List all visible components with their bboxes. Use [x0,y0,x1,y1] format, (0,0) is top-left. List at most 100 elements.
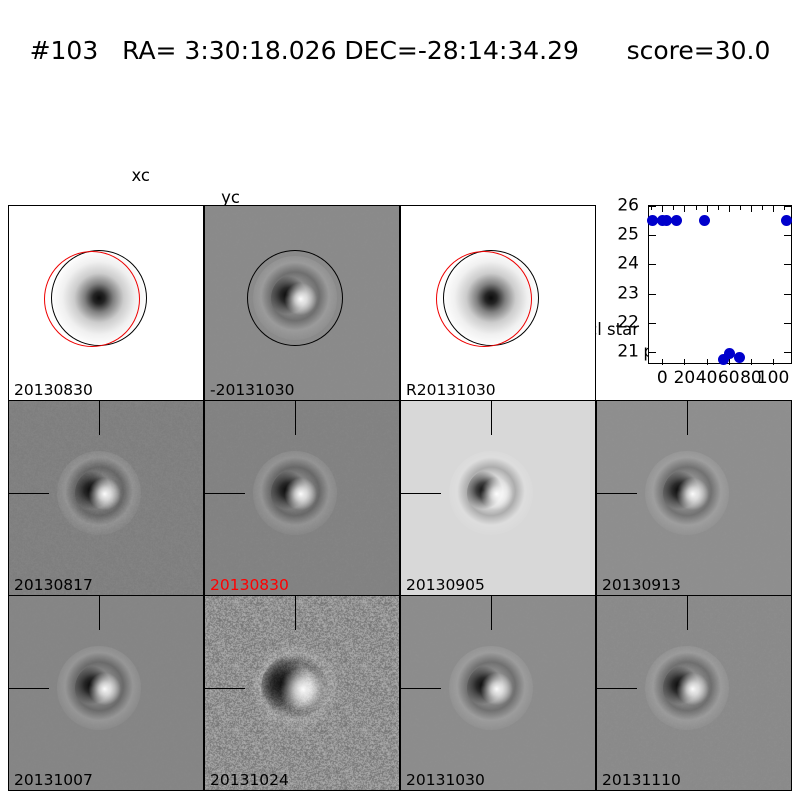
stamp-cell-20130830[interactable]: 20130830 [204,400,400,596]
x-axis-tick-top [684,206,686,212]
stamp-date-label: 20131110 [602,771,681,789]
x-axis-tick-top [662,206,664,212]
stamp-date-label: 20130830 [14,381,93,399]
y-axis-label: 25 [617,224,639,245]
stamp-grid: 20130830 -20131030 R20131030 20130817 201308… [8,197,792,792]
crosshair-vertical-tick [491,401,493,435]
ref-position-circle [436,251,533,348]
stamp-image [597,596,791,790]
ref-position-circle [44,251,141,348]
x-axis-minor-tick [673,206,675,210]
y-axis-label: 23 [617,283,639,304]
stamp-cell-20130905[interactable]: 20130905 [400,400,596,596]
x-axis-tick [728,359,730,365]
x-axis-label: 40 [695,368,718,388]
stamp-image [205,596,399,790]
stamp-cell-20131030[interactable]: 20131030 [400,595,596,791]
stamp-image [205,206,399,400]
col-header-yc: yc [221,188,240,207]
y-axis-label: 24 [617,253,639,274]
y-axis-tick [649,235,656,237]
psf-dipole [663,664,712,713]
x-axis-minor-tick [761,206,763,210]
psf-dipole [75,469,124,518]
stamp-cell-20130830[interactable]: 20130830 [8,205,204,401]
stamp-date-label: R20131030 [406,381,496,399]
x-axis-tick [706,359,708,365]
stamp-date-label: -20131030 [210,381,295,399]
x-axis-tick-top [706,206,708,212]
data-point [698,215,710,227]
data-point [671,215,683,227]
stamp-cell-20131030[interactable]: -20131030 [204,205,400,401]
x-axis-tick [684,359,686,365]
stamp-image [9,596,203,790]
stamp-date-label: 20130905 [406,576,485,594]
stamp-cell-20131024[interactable]: 20131024 [204,595,400,791]
crosshair-vertical-tick [99,401,101,435]
crosshair-horizontal-tick [597,493,637,495]
y-axis-tick-right [784,293,791,295]
stamp-date-label: 20130830 [210,576,289,594]
y-axis-tick [649,206,656,207]
y-axis-label: 22 [617,312,639,333]
x-axis-label: 80 [740,368,762,388]
crosshair-vertical-tick [295,596,297,630]
x-axis-label: 0 [656,368,668,388]
data-point [724,347,736,359]
stamp-date-label: 20131030 [406,771,485,789]
x-axis-tick-top [728,206,730,212]
data-point [780,215,792,227]
psf-dipole [261,654,330,723]
y-axis-label: 21 [617,341,639,362]
stamp-cell-20130817[interactable]: 20130817 [8,400,204,596]
crosshair-horizontal-tick [205,493,245,495]
y-axis-tick-right [784,235,791,237]
x-axis-tick [773,359,775,365]
x-axis-label: 60 [717,368,740,388]
lightcurve-plot[interactable]: 21 22 23 24 25 26 0 20 40 60 80 100 [617,197,792,387]
y-axis-tick [649,351,656,353]
stamp-date-label: 20131024 [210,771,289,789]
data-point [646,215,658,227]
x-axis-label: 20 [673,368,696,388]
col-header-xc: xc [131,166,150,185]
stamp-cell-20130913[interactable]: 20130913 [596,400,792,596]
psf-dipole [467,664,516,713]
x-axis-minor-tick [739,206,741,210]
x-axis-tick [750,359,752,365]
stamp-date-label: 20130817 [14,576,93,594]
stamp-image [9,206,203,400]
stamp-image [401,596,595,790]
stamp-image [9,401,203,595]
crosshair-horizontal-tick [9,688,49,690]
table-header-row: xc yc fwhm fluxrad isoarea mag auto aper… [0,143,800,361]
crosshair-horizontal-tick [9,493,49,495]
x-axis-label: 100 [756,368,790,388]
psf-dipole [75,664,124,713]
crosshair-vertical-tick [491,596,493,630]
crosshair-vertical-tick [295,401,297,435]
stamp-cell-20131110[interactable]: 20131110 [596,595,792,791]
x-axis-minor-tick [717,206,719,210]
y-axis-tick-right [784,322,791,324]
page-title: #103 RA= 3:30:18.026 DEC=-28:14:34.29 sc… [29,36,771,65]
stamp-date-label: 20131007 [14,771,93,789]
x-axis-tick-top [750,206,752,212]
crosshair-horizontal-tick [401,493,441,495]
y-axis-tick [649,293,656,295]
x-axis-minor-tick [784,206,786,210]
y-axis-tick [649,264,656,266]
stamp-cell-20131007[interactable]: 20131007 [8,595,204,791]
y-axis-label: 26 [617,195,639,216]
aperture-circle [247,250,344,347]
stamp-date-label: 20130913 [602,576,681,594]
stamp-cell-R20131030[interactable]: R20131030 [400,205,596,401]
crosshair-horizontal-tick [401,688,441,690]
stamp-image [401,401,595,595]
data-point [734,351,746,363]
psf-dipole [467,469,516,518]
x-axis-tick [662,359,664,365]
x-axis-minor-tick [651,206,653,210]
psf-dipole [271,469,320,518]
